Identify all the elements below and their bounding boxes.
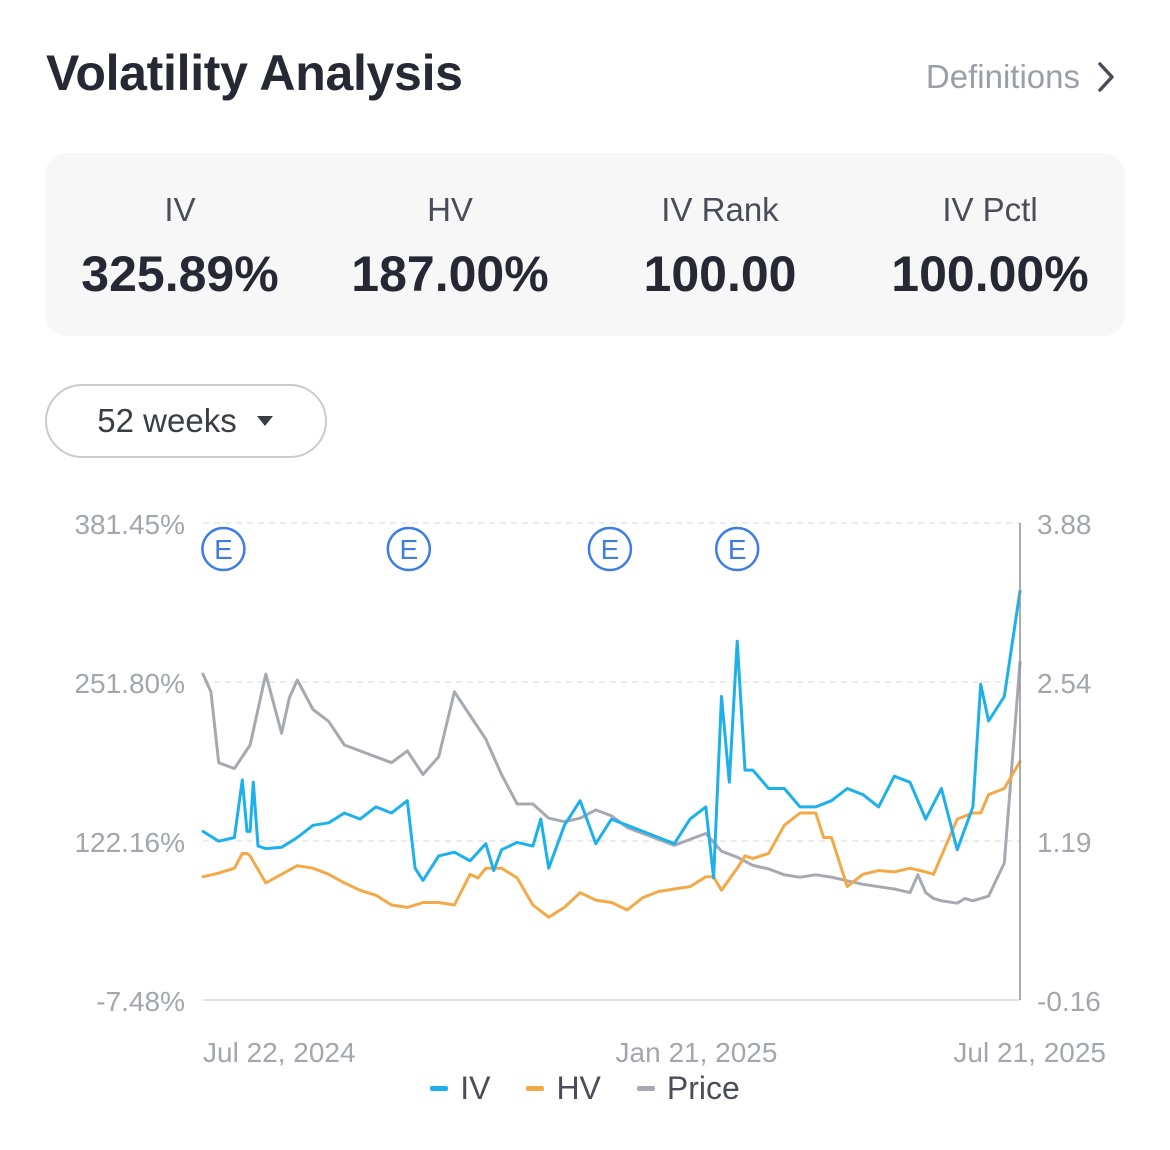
earnings-marker[interactable] [714,526,760,572]
earnings-marker[interactable] [201,526,246,572]
caret-down-icon [256,416,273,426]
legend-swatch-price [636,1086,655,1091]
legend-item-price[interactable]: Price [636,1070,740,1107]
stat-value: 325.89% [81,246,279,302]
earnings-marker[interactable] [587,526,633,572]
legend-swatch-hv [526,1086,545,1091]
legend-item-hv[interactable]: HV [526,1070,601,1107]
left-axis-tick-label: 251.80% [74,668,185,699]
period-dropdown[interactable]: 52 weeks [45,384,327,458]
left-axis-tick-label: 122.16% [74,827,185,858]
earnings-marker-label: E [601,534,620,565]
stat-iv-rank: IV Rank 100.00 [585,153,855,336]
series-line-hv [201,760,1022,919]
stat-label: IV Rank [661,191,779,228]
series-line-iv [201,589,1022,882]
page-title: Volatility Analysis [46,45,463,101]
right-axis-tick-label: 1.19 [1037,827,1092,858]
stat-value: 100.00 [643,246,797,302]
volatility-chart[interactable]: 381.45% 3.88 251.80% 2.54 122.16% 1.19 -7.48% -… [0,490,1170,1070]
earnings-marker[interactable] [386,526,432,572]
series-line-price [201,660,1022,905]
x-axis-tick-label: Jul 22, 2024 [203,1037,356,1068]
chart-legend: IV HV Price [0,1070,1170,1107]
stats-panel: IV 325.89% HV 187.00% IV Rank 100.00 IV … [45,153,1125,336]
x-axis-tick-label: Jul 21, 2025 [953,1037,1106,1068]
legend-item-iv[interactable]: IV [430,1070,490,1107]
legend-swatch-iv [430,1086,449,1091]
stat-label: HV [427,191,473,228]
stat-label: IV Pctl [942,191,1038,228]
earnings-marker-label: E [728,534,747,565]
chevron-right-icon [1098,62,1114,92]
definitions-label: Definitions [925,58,1080,95]
legend-label: IV [460,1070,491,1106]
stat-value: 100.00% [891,246,1089,302]
stat-iv: IV 325.89% [45,153,315,336]
right-axis-tick-label: -0.16 [1037,986,1101,1017]
stat-value: 187.00% [351,246,549,302]
x-axis-tick-label: Jan 21, 2025 [616,1037,778,1068]
right-axis-tick-label: 2.54 [1037,668,1092,699]
left-axis-tick-label: -7.48% [96,986,185,1017]
legend-label: HV [556,1070,601,1106]
right-axis-tick-label: 3.88 [1037,509,1092,540]
stat-iv-pctl: IV Pctl 100.00% [855,153,1125,336]
stat-label: IV [164,191,196,228]
left-axis-tick-label: 381.45% [74,509,185,540]
earnings-marker-label: E [214,534,233,565]
stat-hv: HV 187.00% [315,153,585,336]
period-value: 52 weeks [97,402,237,439]
legend-label: Price [666,1070,740,1106]
definitions-link[interactable]: Definitions [926,58,1118,96]
earnings-marker-label: E [399,534,418,565]
